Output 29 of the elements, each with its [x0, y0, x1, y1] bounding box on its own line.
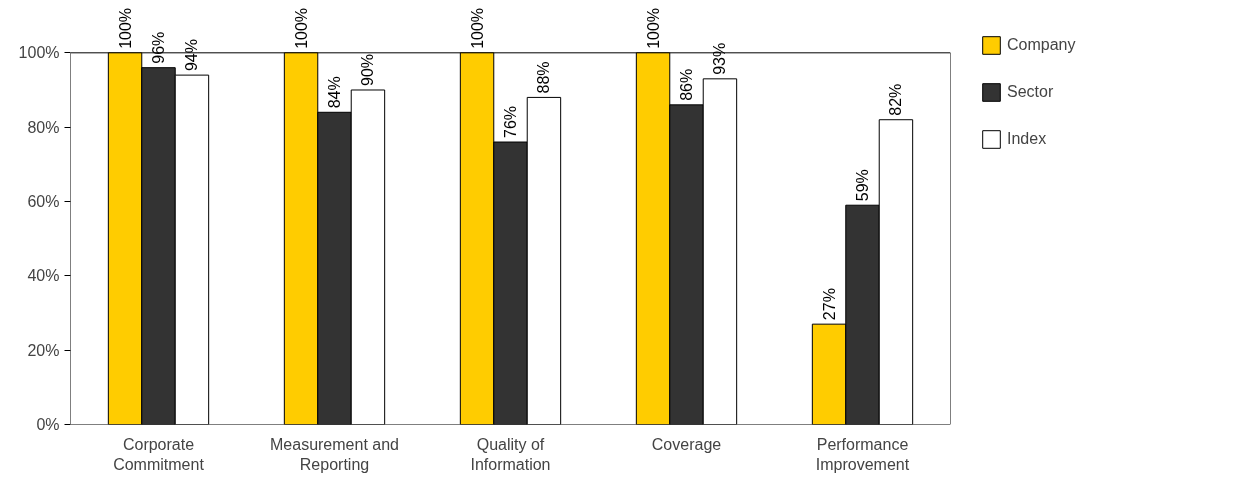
data-label: 76% — [502, 105, 519, 139]
data-label: 86% — [678, 68, 695, 101]
data-label: 93% — [711, 42, 729, 75]
data-label: 90% — [359, 53, 377, 86]
y-tick-label: 20% — [27, 341, 60, 359]
data-label: 59% — [854, 169, 871, 202]
y-tick-label: 40% — [27, 267, 60, 285]
data-label: 100% — [116, 7, 134, 49]
data-label: 100% — [468, 7, 486, 49]
y-tick-label: 100% — [18, 44, 60, 62]
x-tick-label: Measurement and Reporting — [270, 435, 399, 473]
data-label: 82% — [887, 83, 905, 116]
data-label: 84% — [326, 76, 343, 109]
x-tick-label: Quality of Information — [470, 435, 551, 473]
y-tick-label: 60% — [27, 192, 60, 210]
y-tick-label: 80% — [27, 118, 60, 136]
data-label: 100% — [292, 7, 310, 49]
y-tick-label: 0% — [36, 416, 60, 433]
data-label: 88% — [535, 61, 553, 94]
legend-label: Index — [1007, 130, 1047, 148]
data-label: 96% — [150, 31, 167, 64]
legend-label: Company — [1007, 36, 1076, 54]
x-tick-label: Corporate Commitment — [113, 435, 205, 473]
data-label: 94% — [183, 39, 201, 72]
x-tick-label: Coverage — [651, 435, 722, 453]
legend-label: Sector — [1007, 83, 1054, 101]
data-label: 100% — [644, 7, 662, 49]
x-tick-label: Performance Improvement — [815, 435, 910, 473]
data-label: 27% — [820, 288, 838, 321]
